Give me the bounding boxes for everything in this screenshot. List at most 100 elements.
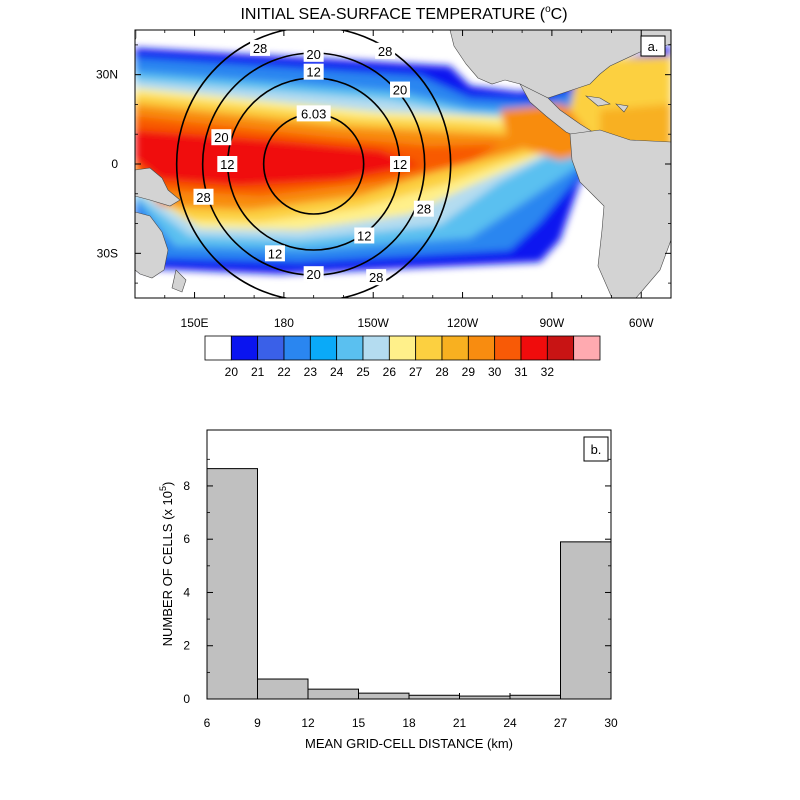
- sst-field: [135, 46, 671, 274]
- contour-label: 28: [193, 188, 214, 205]
- hist-x-axis-title: MEAN GRID-CELL DISTANCE (km): [305, 736, 513, 751]
- contour-label: 28: [375, 42, 396, 59]
- colorbar-swatch: [204, 335, 232, 361]
- map-x-tick-label: 150W: [358, 316, 390, 330]
- map-ticks: 150E 180 150W 120W 90W 60W 30N 0 30S: [96, 30, 672, 330]
- colorbar-label: 20: [225, 365, 239, 379]
- map-x-tick-label: 180: [274, 316, 294, 330]
- colorbar-swatch: [494, 335, 522, 361]
- map-panel-label: a.: [648, 39, 659, 54]
- hist-panel-label-frame: [583, 436, 609, 462]
- colorbar-label: 30: [488, 365, 502, 379]
- hist-x-tick-label: 15: [352, 716, 366, 730]
- contour-label-bg: [390, 156, 411, 172]
- map-y-tick-label: 0: [111, 157, 118, 171]
- map-x-tick-label: 120W: [447, 316, 479, 330]
- contour-label-text: 20: [214, 130, 228, 145]
- contour-label-bg: [303, 63, 324, 80]
- contour-label-text: 28: [378, 44, 392, 59]
- contour-label-text: 20: [393, 83, 407, 98]
- map-title: INITIAL SEA-SURFACE TEMPERATURE (oC): [240, 4, 567, 23]
- contour-label-bg: [296, 105, 331, 122]
- contour-label-bg: [211, 129, 232, 146]
- colorbar-label: 27: [409, 365, 423, 379]
- contour-label-bg: [354, 227, 375, 244]
- contour-label-bg: [193, 188, 214, 205]
- hist-y-tick-label: 4: [183, 585, 190, 599]
- land-masses: [135, 30, 671, 298]
- colorbar: 20 21 22 23 24 25 26 27 28 29 30 31 32: [204, 335, 601, 379]
- contour-label: 28: [413, 200, 434, 217]
- hist-bar: [560, 541, 612, 700]
- colorbar-swatch: [362, 335, 390, 361]
- contour-label-bg: [303, 45, 324, 62]
- colorbar-swatch: [388, 335, 417, 361]
- contour-label: 28: [250, 39, 271, 56]
- hist-x-tick-label: 27: [554, 716, 568, 730]
- contour-label-text: 28: [369, 270, 383, 285]
- land-caribbean-2: [615, 103, 629, 113]
- colorbar-label: 29: [462, 365, 476, 379]
- hist-x-tick-label: 30: [604, 716, 618, 730]
- colorbar-label: 22: [277, 365, 291, 379]
- sst-band-31: [135, 130, 420, 186]
- contour-label-text: 28: [196, 190, 210, 205]
- land-australia: [135, 211, 169, 279]
- map-x-tick-label: 90W: [540, 316, 565, 330]
- contour-label: 6.03: [296, 105, 331, 122]
- colorbar-label: 32: [541, 365, 555, 379]
- colorbar-swatch: [546, 335, 575, 361]
- colorbar-label: 31: [514, 365, 528, 379]
- hist-panel-label: b.: [591, 442, 602, 457]
- colorbar-swatch: [336, 335, 364, 361]
- land-south-america: [569, 129, 671, 298]
- contour-label-text: 12: [220, 157, 234, 172]
- contour-label-text: 12: [268, 246, 282, 261]
- contour-label: 12: [217, 156, 238, 172]
- colorbar-label: 28: [435, 365, 449, 379]
- contour-label-bg: [250, 39, 271, 56]
- sst-map: 6.03 12 12 12 12 12 20 20 20 20 28 28 28 28 28: [135, 30, 671, 298]
- contour-label-text: 28: [253, 41, 267, 56]
- contour-label-text: 28: [417, 202, 431, 217]
- contour-label: 20: [303, 266, 324, 283]
- contour-label-bg: [303, 266, 324, 283]
- map-panel-label-box: a.: [640, 35, 666, 57]
- land-maritime-continent: [135, 167, 181, 207]
- hist-y-tick-label: 6: [183, 532, 190, 546]
- contour-label-bg: [217, 156, 238, 172]
- map-y-tick-label: 30N: [96, 68, 118, 82]
- hist-x-tick-label: 18: [402, 716, 416, 730]
- colorbar-swatch: [257, 335, 285, 361]
- colorbar-swatch: [283, 335, 311, 361]
- hist-y-tick-label: 0: [183, 692, 190, 706]
- hist-bar: [257, 678, 309, 700]
- hist-y-tick-label: 8: [183, 479, 190, 493]
- contour-label-text: 12: [393, 157, 407, 172]
- contour-label-text: 20: [306, 267, 320, 282]
- hist-x-tick-label: 9: [254, 716, 261, 730]
- hist-panel-label-box: b.: [583, 436, 609, 462]
- land-new-zealand: [171, 269, 187, 293]
- contour-label-text: 20: [306, 47, 320, 62]
- colorbar-label: 26: [383, 365, 397, 379]
- contour-label-text: 6.03: [301, 106, 326, 121]
- map-x-tick-label: 60W: [629, 316, 654, 330]
- colorbar-label: 25: [356, 365, 370, 379]
- colorbar-swatch: [415, 335, 443, 361]
- colorbar-label: 21: [251, 365, 265, 379]
- colorbar-swatch: [230, 335, 259, 361]
- hist-x-tick-label: 21: [453, 716, 467, 730]
- colorbar-swatch: [441, 335, 469, 361]
- colorbar-swatch: [467, 335, 496, 361]
- hist-x-tick-label: 24: [503, 716, 517, 730]
- map-x-tick-label: 150E: [181, 316, 209, 330]
- colorbar-swatch: [520, 335, 548, 361]
- hist-bar: [358, 692, 410, 700]
- contour-label: 12: [354, 227, 375, 244]
- hist-plot-area: [207, 430, 611, 699]
- contour-label-bg: [366, 269, 387, 286]
- contour-label: 28: [366, 269, 387, 286]
